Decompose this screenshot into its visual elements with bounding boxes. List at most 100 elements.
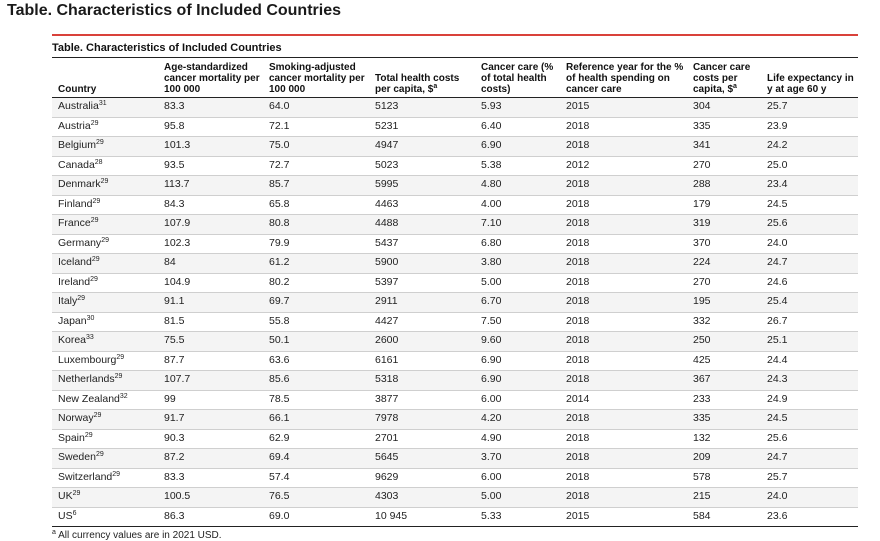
smoking-adjusted-cell: 63.6 [263, 351, 369, 371]
life-expectancy-cell: 23.6 [761, 507, 858, 527]
mortality-cell: 99 [158, 390, 263, 410]
table-body: Australia31 83.3 64.0 5123 5.93 2015 304 25.7 Au… [52, 97, 858, 527]
country-cell: Japan30 [52, 312, 158, 332]
ref-year-cell: 2018 [560, 214, 687, 235]
smoking-adjusted-cell: 75.0 [263, 136, 369, 157]
reference-number: 29 [93, 412, 102, 420]
table-row: Korea33 75.5 50.1 2600 9.60 2018 250 25.1 [52, 331, 858, 352]
mortality-cell: 86.3 [158, 507, 263, 527]
country-cell: Germany29 [52, 234, 158, 254]
ref-year-cell: 2018 [560, 487, 687, 508]
ref-year-cell: 2018 [560, 292, 687, 313]
col-header: Life expectancy in y at age 60 y [761, 58, 858, 98]
country-name: Korea [58, 334, 87, 347]
mortality-cell: 107.7 [158, 370, 263, 391]
total-cost-cell: 2911 [369, 292, 475, 313]
cancer-cost-cell: 335 [687, 409, 761, 430]
cancer-pct-cell: 3.70 [475, 448, 560, 469]
cancer-pct-cell: 5.00 [475, 273, 560, 293]
life-expectancy-cell: 23.4 [761, 175, 858, 196]
smoking-adjusted-cell: 65.8 [263, 195, 369, 215]
table-row: Australia31 83.3 64.0 5123 5.93 2015 304 25.7 [52, 97, 858, 118]
reference-number: 31 [98, 100, 107, 108]
country-name: Canada [58, 158, 95, 171]
total-cost-cell: 4947 [369, 136, 475, 157]
country-cell: France29 [52, 214, 158, 235]
total-cost-cell: 4488 [369, 214, 475, 235]
country-cell: Italy29 [52, 292, 158, 313]
ref-year-cell: 2018 [560, 117, 687, 137]
cancer-cost-cell: 335 [687, 117, 761, 137]
ref-year-cell: 2018 [560, 429, 687, 449]
cancer-cost-cell: 233 [687, 390, 761, 410]
table-row: Iceland29 84 61.2 5900 3.80 2018 224 24.7 [52, 253, 858, 274]
total-cost-cell: 5995 [369, 175, 475, 196]
country-name: UK [58, 490, 73, 503]
country-cell: Spain29 [52, 429, 158, 449]
table-row: UK29 100.5 76.5 4303 5.00 2018 215 24.0 [52, 487, 858, 508]
life-expectancy-cell: 24.7 [761, 448, 858, 469]
country-name: Germany [58, 236, 102, 249]
country-name: Denmark [58, 178, 101, 191]
cancer-cost-cell: 288 [687, 175, 761, 196]
accent-rule [52, 34, 858, 36]
ref-year-cell: 2018 [560, 468, 687, 488]
reference-number: 29 [95, 139, 104, 147]
table-row: Sweden29 87.2 69.4 5645 3.70 2018 209 24.7 [52, 448, 858, 469]
smoking-adjusted-cell: 62.9 [263, 429, 369, 449]
life-expectancy-cell: 25.1 [761, 331, 858, 352]
cancer-pct-cell: 5.00 [475, 487, 560, 508]
total-cost-cell: 5900 [369, 253, 475, 274]
col-header: Reference year for the % of health spend… [560, 58, 687, 98]
smoking-adjusted-cell: 66.1 [263, 409, 369, 430]
header-row: Country Age-standardized cancer mortalit… [52, 58, 858, 98]
ref-year-cell: 2018 [560, 136, 687, 157]
ref-year-cell: 2018 [560, 409, 687, 430]
smoking-adjusted-cell: 69.0 [263, 507, 369, 527]
cancer-pct-cell: 3.80 [475, 253, 560, 274]
country-name: Italy [58, 295, 78, 308]
cancer-cost-cell: 367 [687, 370, 761, 391]
footnote-mark: a [733, 83, 737, 90]
smoking-adjusted-cell: 78.5 [263, 390, 369, 410]
life-expectancy-cell: 25.7 [761, 97, 858, 118]
total-cost-cell: 2600 [369, 331, 475, 352]
life-expectancy-cell: 24.9 [761, 390, 858, 410]
cancer-cost-cell: 224 [687, 253, 761, 274]
cancer-pct-cell: 4.90 [475, 429, 560, 449]
smoking-adjusted-cell: 85.6 [263, 370, 369, 391]
country-cell: New Zealand32 [52, 390, 158, 410]
col-header: Cancer care (% of total health costs) [475, 58, 560, 98]
cancer-pct-cell: 5.33 [475, 507, 560, 527]
mortality-cell: 81.5 [158, 312, 263, 332]
mortality-cell: 75.5 [158, 331, 263, 352]
smoking-adjusted-cell: 57.4 [263, 468, 369, 488]
country-name: Norway [58, 412, 94, 425]
cancer-cost-cell: 370 [687, 234, 761, 254]
life-expectancy-cell: 24.5 [761, 195, 858, 215]
cancer-pct-cell: 6.80 [475, 234, 560, 254]
col-header-label: Cancer care (% of total health costs) [481, 62, 554, 95]
country-cell: Canada28 [52, 156, 158, 176]
life-expectancy-cell: 25.4 [761, 292, 858, 313]
ref-year-cell: 2018 [560, 195, 687, 215]
cancer-pct-cell: 6.00 [475, 390, 560, 410]
table-row: Netherlands29 107.7 85.6 5318 6.90 2018 367 24.… [52, 370, 858, 391]
smoking-adjusted-cell: 72.7 [263, 156, 369, 176]
country-name: Australia [58, 100, 99, 113]
country-name: Switzerland [58, 470, 113, 483]
mortality-cell: 83.3 [158, 97, 263, 118]
cancer-cost-cell: 250 [687, 331, 761, 352]
mortality-cell: 90.3 [158, 429, 263, 449]
cancer-pct-cell: 6.40 [475, 117, 560, 137]
cancer-cost-cell: 270 [687, 273, 761, 293]
country-cell: Korea33 [52, 331, 158, 352]
ref-year-cell: 2015 [560, 507, 687, 527]
ref-year-cell: 2018 [560, 370, 687, 391]
reference-number: 29 [90, 119, 99, 127]
ref-year-cell: 2015 [560, 97, 687, 118]
country-name: Sweden [58, 451, 96, 464]
footnote-mark: a [433, 83, 438, 90]
life-expectancy-cell: 24.7 [761, 253, 858, 274]
table-row: Norway29 91.7 66.1 7978 4.20 2018 335 24.5 [52, 409, 858, 430]
